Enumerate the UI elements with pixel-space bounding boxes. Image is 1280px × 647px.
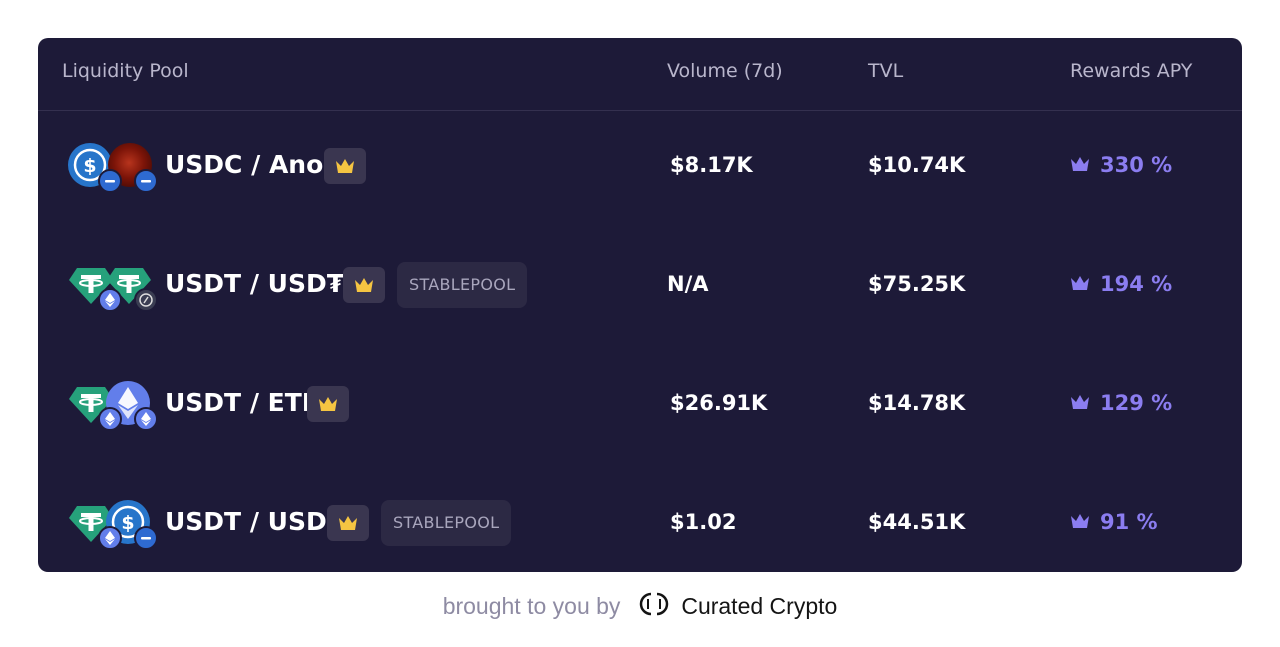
header-tvl[interactable]: TVL xyxy=(868,60,904,82)
tvl-value: $14.78K xyxy=(868,391,966,415)
crown-icon xyxy=(355,278,373,292)
crown-icon xyxy=(1071,395,1089,409)
table-row[interactable]: $ USDT / USDC STABLEPOOL $1.02 $44.51K 9… xyxy=(38,468,1242,572)
table-row[interactable]: USDT / ETH $26.91K $14.78K 129 % xyxy=(38,349,1242,467)
usdt-token-icon xyxy=(69,268,113,304)
volume-value: $1.02 xyxy=(670,510,737,534)
featured-crown-badge xyxy=(307,386,349,422)
eth-chain-badge-icon xyxy=(98,407,122,431)
pool-pair-name[interactable]: USDT / ETH xyxy=(165,388,323,417)
token-pair-icons: $ xyxy=(68,143,158,193)
rewards-apy-value: 129 % xyxy=(1070,349,1172,467)
featured-crown-badge xyxy=(343,267,385,303)
footer-brand-link[interactable]: Curated Crypto xyxy=(681,593,838,619)
eth-chain-badge-icon xyxy=(98,526,122,550)
volume-value: $8.17K xyxy=(670,153,753,177)
apy-text: 129 % xyxy=(1100,391,1173,415)
svg-text:$: $ xyxy=(83,155,96,177)
usdt-token-icon xyxy=(69,387,113,423)
featured-crown-badge xyxy=(327,505,369,541)
table-row[interactable]: USDT / USD₮0 STABLEPOOL N/A $75.25K 194 … xyxy=(38,230,1242,348)
token-pair-icons xyxy=(68,381,158,431)
curated-crypto-logo[interactable] xyxy=(637,590,671,623)
volume-value: $26.91K xyxy=(670,391,768,415)
crown-icon xyxy=(1071,276,1089,290)
rewards-apy-value: 330 % xyxy=(1070,111,1172,229)
usdc-token-icon: $ xyxy=(68,143,112,187)
token-pair-icons xyxy=(68,262,158,312)
tvl-value: $10.74K xyxy=(868,153,966,177)
footer-attribution: brought to you by Curated Crypto xyxy=(0,590,1280,630)
header-rewards-apy[interactable]: Rewards APY xyxy=(1070,60,1193,82)
table-row[interactable]: $ USDC / Anon $8.17K $10.74K 330 % xyxy=(38,111,1242,229)
eth-chain-badge-icon xyxy=(98,288,122,312)
chain-badge-icon xyxy=(134,169,158,193)
featured-crown-badge xyxy=(324,148,366,184)
usdt-token-icon xyxy=(69,506,113,542)
apy-text: 194 % xyxy=(1100,272,1173,296)
rewards-apy-value: 91 % xyxy=(1070,468,1158,572)
crown-icon xyxy=(319,397,337,411)
table-header: Liquidity Pool Volume (7d) TVL Rewards A… xyxy=(38,38,1242,111)
crown-icon xyxy=(1071,514,1089,528)
stablepool-badge: STABLEPOOL xyxy=(381,500,512,546)
header-volume[interactable]: Volume (7d) xyxy=(667,60,783,82)
pool-pair-name[interactable]: USDC / Anon xyxy=(165,150,342,179)
tvl-value: $75.25K xyxy=(868,272,966,296)
liquidity-pools-card: Liquidity Pool Volume (7d) TVL Rewards A… xyxy=(38,38,1242,572)
rewards-apy-value: 194 % xyxy=(1070,230,1172,348)
chain-badge-icon xyxy=(134,288,158,312)
pool-pair-name[interactable]: USDT / USD₮0 xyxy=(165,269,362,298)
chain-badge-icon xyxy=(98,169,122,193)
usdt0-token-icon xyxy=(107,268,151,304)
pool-pair-name[interactable]: USDT / USDC xyxy=(165,507,346,536)
crown-icon xyxy=(1071,157,1089,171)
footer-prefix: brought to you by xyxy=(442,593,621,619)
crown-icon xyxy=(336,159,354,173)
apy-text: 91 % xyxy=(1100,510,1158,534)
crown-icon xyxy=(339,516,357,530)
apy-text: 330 % xyxy=(1100,153,1173,177)
header-liquidity-pool[interactable]: Liquidity Pool xyxy=(62,60,189,82)
token-pair-icons: $ xyxy=(68,500,158,550)
svg-text:$: $ xyxy=(121,512,134,534)
eth-chain-badge-icon xyxy=(134,407,158,431)
tvl-value: $44.51K xyxy=(868,510,966,534)
stablepool-badge: STABLEPOOL xyxy=(397,262,528,308)
chain-badge-icon xyxy=(134,526,158,550)
volume-value: N/A xyxy=(667,272,709,296)
